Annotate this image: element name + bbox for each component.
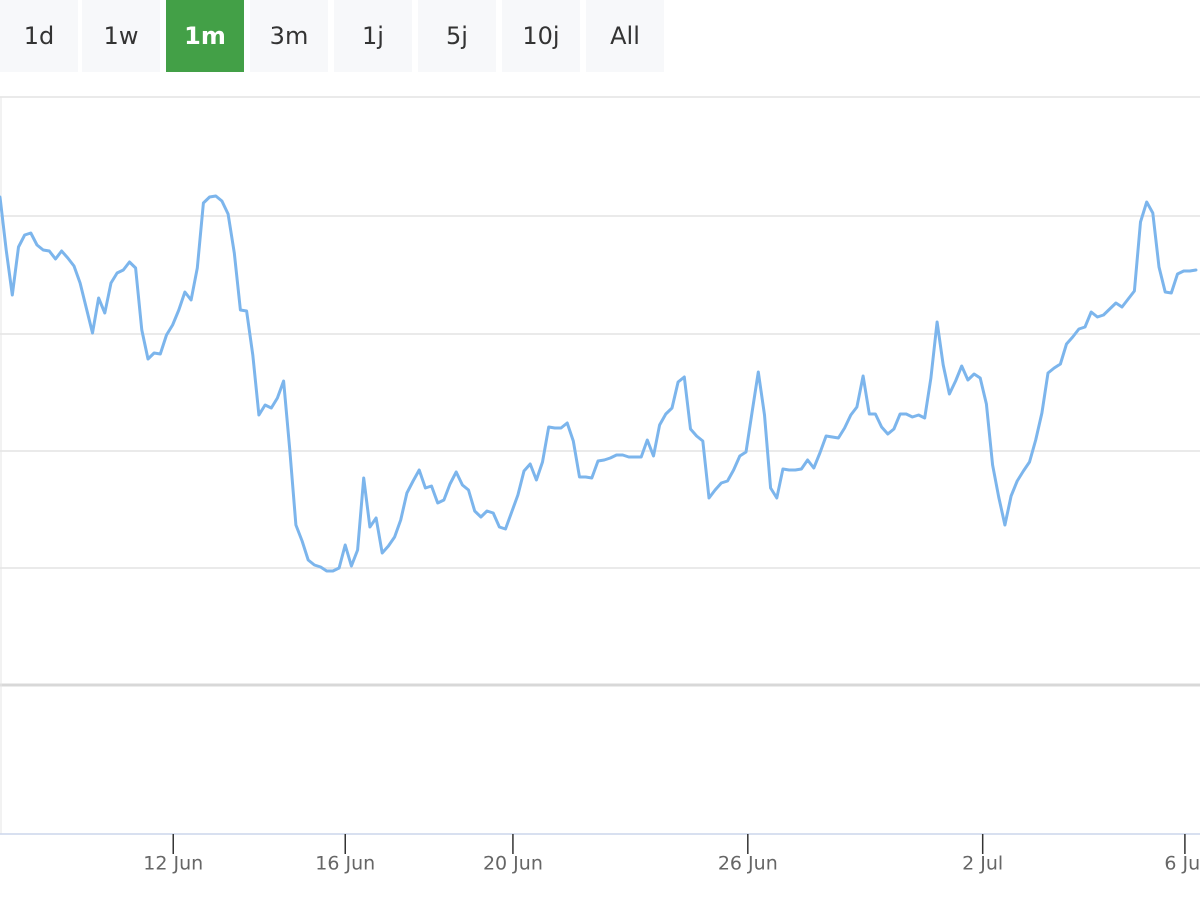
x-tick-label: 2 Jul <box>962 853 1003 875</box>
range-button[interactable]: 1w <box>82 0 160 72</box>
x-tick-label: 16 Jun <box>315 853 375 875</box>
range-button[interactable]: 1j <box>334 0 412 72</box>
price-line <box>0 194 1198 573</box>
range-button[interactable]: 10j <box>502 0 580 72</box>
x-tick-label: 12 Jun <box>143 853 203 875</box>
x-tick-label: 26 Jun <box>718 853 778 875</box>
range-button[interactable]: All <box>586 0 664 72</box>
x-tick-label: 6 Jul <box>1164 853 1200 875</box>
range-button[interactable]: 5j <box>418 0 496 72</box>
x-tick-label: 20 Jun <box>483 853 543 875</box>
range-button[interactable]: 3m <box>250 0 328 72</box>
range-button[interactable]: 1d <box>0 0 78 72</box>
range-button[interactable]: 1m <box>166 0 244 72</box>
